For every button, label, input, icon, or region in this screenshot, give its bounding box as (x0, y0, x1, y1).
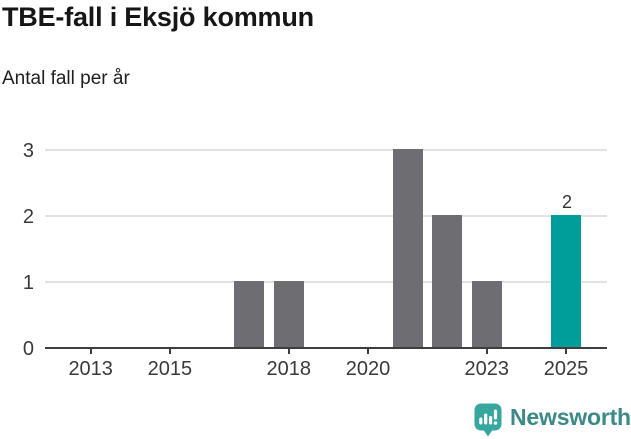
x-tick-label: 2020 (345, 358, 391, 380)
brand-footer: Newsworthy (474, 403, 631, 437)
y-tick-label: 0 (22, 338, 34, 360)
bar-highlighted (550, 215, 581, 347)
x-tick-mark (564, 349, 567, 354)
value-label: 2 (561, 192, 572, 212)
bar (234, 281, 265, 347)
y-tick-label: 2 (22, 206, 34, 228)
bar (432, 215, 463, 347)
y-tick-label: 3 (22, 140, 34, 162)
y-tick-label: 1 (22, 272, 34, 294)
x-tick-label: 2015 (147, 358, 193, 380)
x-tick-label: 2023 (464, 358, 510, 380)
x-tick-label: 2013 (68, 358, 113, 380)
gridline (45, 215, 607, 217)
x-tick-mark (89, 349, 92, 354)
x-tick-mark (287, 349, 290, 354)
x-tick-mark (168, 349, 171, 354)
gridline (45, 281, 607, 283)
x-axis-line (45, 347, 607, 349)
bar (392, 149, 423, 347)
x-tick-label: 2018 (266, 358, 311, 380)
x-tick-mark (485, 349, 488, 354)
bar (273, 281, 304, 347)
newsworthy-chart-bubble-icon (474, 403, 502, 437)
brand-name: Newsworthy (510, 404, 631, 430)
gridline (45, 149, 607, 151)
x-tick-label: 2025 (543, 358, 589, 380)
bar (471, 281, 502, 347)
chart-subtitle: Antal fall per år (2, 68, 130, 89)
chart-title: TBE-fall i Eksjö kommun (2, 2, 314, 32)
x-tick-mark (366, 349, 369, 354)
